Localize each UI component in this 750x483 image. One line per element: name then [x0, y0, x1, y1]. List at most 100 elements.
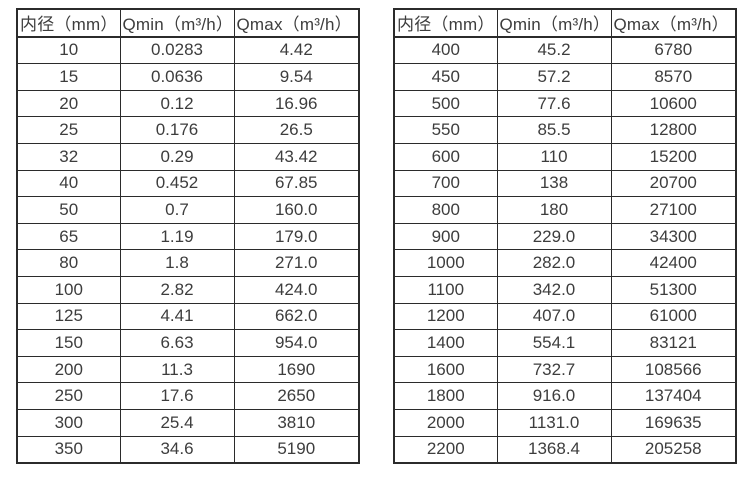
- table-cell: 43.42: [233, 142, 360, 171]
- table-cell: 205258: [610, 435, 737, 464]
- table-cell: 138: [496, 169, 612, 198]
- table-cell: 51300: [610, 275, 737, 304]
- table-cell: 80: [16, 249, 121, 277]
- table-cell: 150: [16, 329, 121, 357]
- table-cell: 500: [393, 89, 498, 118]
- table-cell: 450: [393, 63, 498, 91]
- table-cell: 0.452: [119, 169, 235, 198]
- table-cell: 2000: [393, 408, 498, 437]
- header-qmin: Qmin（m³/h）: [119, 8, 235, 38]
- table-cell: 137404: [610, 382, 737, 410]
- table-row: 300 25.4 3810: [16, 408, 360, 437]
- table-row: 200 11.3 1690: [16, 355, 360, 384]
- table-cell: 6780: [610, 36, 737, 65]
- table-cell: 6.63: [119, 329, 235, 357]
- table-cell: 16.96: [233, 89, 360, 118]
- table-row: 1800 916.0 137404: [393, 382, 737, 410]
- header-qmin: Qmin（m³/h）: [496, 8, 612, 38]
- table-cell: 15200: [610, 142, 737, 171]
- table-row: 1000 282.0 42400: [393, 249, 737, 277]
- table-cell: 1100: [393, 275, 498, 304]
- table-cell: 800: [393, 196, 498, 224]
- header-qmax: Qmax（m³/h）: [610, 8, 737, 38]
- header-qmax: Qmax（m³/h）: [233, 8, 360, 38]
- table-row: 500 77.6 10600: [393, 89, 737, 118]
- table-row: 350 34.6 5190: [16, 435, 360, 464]
- table-cell: 350: [16, 435, 121, 464]
- table-row: 800 180 27100: [393, 196, 737, 224]
- table-cell: 282.0: [496, 249, 612, 277]
- table-row: 900 229.0 34300: [393, 222, 737, 251]
- table-cell: 34.6: [119, 435, 235, 464]
- table-row: 10 0.0283 4.42: [16, 36, 360, 65]
- table-cell: 26.5: [233, 116, 360, 144]
- table-cell: 1.8: [119, 249, 235, 277]
- table-cell: 8570: [610, 63, 737, 91]
- table-row: 700 138 20700: [393, 169, 737, 198]
- table-row: 40 0.452 67.85: [16, 169, 360, 198]
- table-cell: 10: [16, 36, 121, 65]
- table-cell: 50: [16, 196, 121, 224]
- table-cell: 0.7: [119, 196, 235, 224]
- table-cell: 125: [16, 302, 121, 331]
- table-cell: 1200: [393, 302, 498, 331]
- table-row: 2000 1131.0 169635: [393, 408, 737, 437]
- table-cell: 100: [16, 275, 121, 304]
- table-cell: 17.6: [119, 382, 235, 410]
- table-cell: 200: [16, 355, 121, 384]
- table-cell: 57.2: [496, 63, 612, 91]
- table-row: 1600 732.7 108566: [393, 355, 737, 384]
- table-row: 250 17.6 2650: [16, 382, 360, 410]
- table-cell: 10600: [610, 89, 737, 118]
- table-cell: 110: [496, 142, 612, 171]
- table-cell: 732.7: [496, 355, 612, 384]
- table-row: 1400 554.1 83121: [393, 329, 737, 357]
- table-row: 100 2.82 424.0: [16, 275, 360, 304]
- table-cell: 85.5: [496, 116, 612, 144]
- table-cell: 1800: [393, 382, 498, 410]
- table-row: 15 0.0636 9.54: [16, 63, 360, 91]
- table-row: 450 57.2 8570: [393, 63, 737, 91]
- table-cell: 300: [16, 408, 121, 437]
- table-cell: 1368.4: [496, 435, 612, 464]
- table-cell: 2200: [393, 435, 498, 464]
- table-cell: 1131.0: [496, 408, 612, 437]
- table-cell: 32: [16, 142, 121, 171]
- table-cell: 1000: [393, 249, 498, 277]
- table-cell: 20: [16, 89, 121, 118]
- table-cell: 424.0: [233, 275, 360, 304]
- table-cell: 400: [393, 36, 498, 65]
- table-cell: 34300: [610, 222, 737, 251]
- table-cell: 5190: [233, 435, 360, 464]
- table-cell: 27100: [610, 196, 737, 224]
- table-cell: 954.0: [233, 329, 360, 357]
- table-row: 50 0.7 160.0: [16, 196, 360, 224]
- table-cell: 1.19: [119, 222, 235, 251]
- table-cell: 45.2: [496, 36, 612, 65]
- table-cell: 65: [16, 222, 121, 251]
- table-cell: 229.0: [496, 222, 612, 251]
- table-cell: 662.0: [233, 302, 360, 331]
- table-cell: 2.82: [119, 275, 235, 304]
- table-cell: 2650: [233, 382, 360, 410]
- table-cell: 1600: [393, 355, 498, 384]
- header-row: 内径（mm） Qmin（m³/h） Qmax（m³/h）: [16, 8, 360, 38]
- table-row: 1200 407.0 61000: [393, 302, 737, 331]
- table-cell: 0.0283: [119, 36, 235, 65]
- table-cell: 1400: [393, 329, 498, 357]
- table-row: 2200 1368.4 205258: [393, 435, 737, 464]
- table-row: 80 1.8 271.0: [16, 249, 360, 277]
- table-cell: 77.6: [496, 89, 612, 118]
- table-cell: 40: [16, 169, 121, 198]
- table-row: 400 45.2 6780: [393, 36, 737, 65]
- table-cell: 180: [496, 196, 612, 224]
- table-cell: 42400: [610, 249, 737, 277]
- table-row: 25 0.176 26.5: [16, 116, 360, 144]
- table-cell: 342.0: [496, 275, 612, 304]
- table-cell: 4.41: [119, 302, 235, 331]
- table-cell: 900: [393, 222, 498, 251]
- table-cell: 250: [16, 382, 121, 410]
- table-cell: 15: [16, 63, 121, 91]
- table-cell: 271.0: [233, 249, 360, 277]
